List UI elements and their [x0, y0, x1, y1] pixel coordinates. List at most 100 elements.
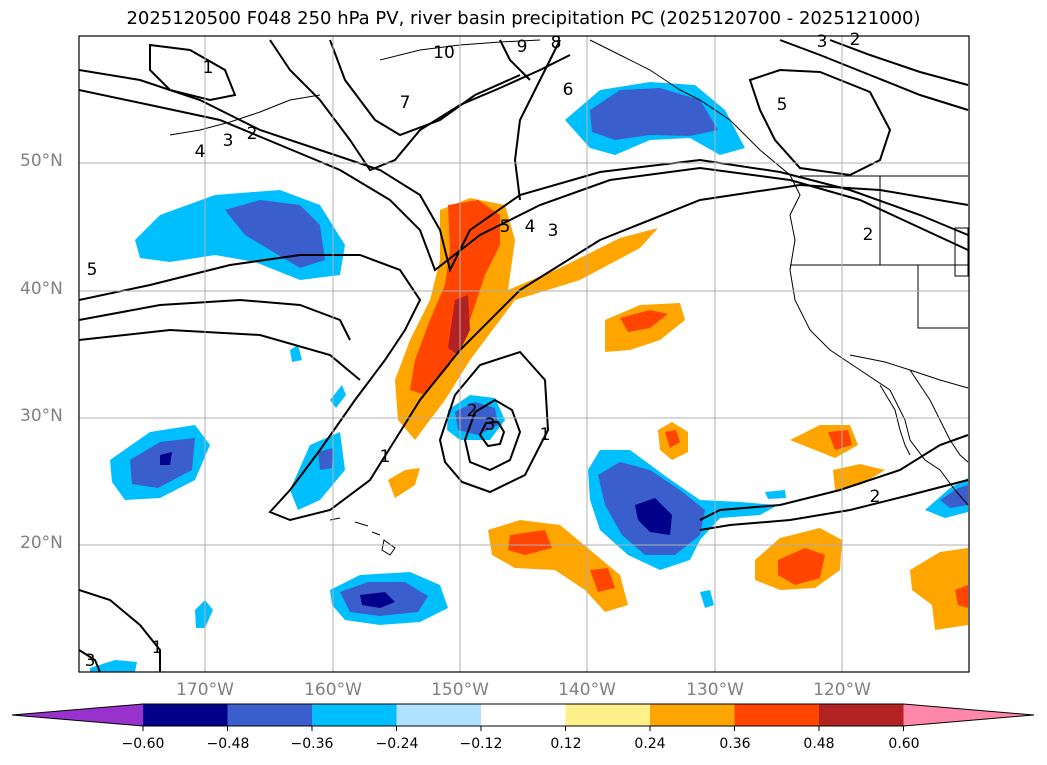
pv-contour: [463, 398, 522, 472]
lon-label-140w: 140°W: [558, 680, 616, 700]
pv-contour-label: 7: [400, 93, 411, 113]
us-state-borders: [790, 176, 969, 329]
map-title: 2025120500 F048 250 hPa PV, river basin …: [126, 8, 921, 29]
lon-label-120w: 120°W: [813, 680, 871, 700]
pv-contour-label: 2: [247, 124, 258, 144]
pv-contour-label: 3: [485, 415, 496, 435]
lon-label-130w: 130°W: [686, 680, 744, 700]
pc-fill-orange-red: [828, 430, 852, 450]
pv-contour-label: 9: [517, 37, 528, 57]
pv-contours: [79, 39, 969, 672]
pv-contour-label: 5: [87, 260, 98, 280]
gulf-of-california-coast: [909, 369, 969, 463]
pv-contour: [79, 328, 361, 381]
pv-contour-label: 5: [500, 217, 511, 237]
pv-contour: [79, 89, 969, 272]
us-mexico-border: [849, 354, 969, 389]
pv-contour: [748, 68, 892, 177]
pv-contour-label: 3: [223, 131, 234, 151]
pc-fill-royal-blue: [225, 200, 325, 268]
pv-contour-label: 4: [195, 142, 206, 162]
lat-label-50n: 50°N: [20, 151, 63, 171]
pv-contour-label: 2: [870, 487, 881, 507]
pv-contour-label: 10: [433, 43, 455, 63]
lon-label-150w: 150°W: [431, 680, 489, 700]
pc-fill-orange: [388, 468, 420, 498]
pc-fill-orange-red: [410, 200, 500, 395]
pv-contour-label: 1: [380, 447, 391, 467]
pv-contour: [438, 350, 550, 494]
pc-fill-deep-sky-blue: [290, 345, 302, 362]
pv-contour: [79, 298, 351, 341]
pv-contour: [699, 434, 969, 521]
pv-contour-label: 6: [563, 80, 574, 100]
colorbar-tick-label: 0.12: [550, 736, 582, 752]
pv-contour: [499, 39, 531, 81]
colorbar-swatch: [227, 704, 313, 726]
pc-fill-deep-sky-blue: [195, 600, 213, 628]
pv-contour-labels: 1 1 1 1 2 2 2 2 2 3 3 3 3 3 4 4 5 5 5 6 …: [85, 30, 881, 671]
colorbar-tick-label: 0.48: [803, 736, 835, 752]
pc-fill-deep-sky-blue: [90, 660, 137, 672]
colorbar-tick-label: −0.12: [459, 736, 503, 752]
pc-fill-orange: [910, 548, 968, 630]
pv-contour: [478, 420, 506, 448]
pv-contour-label: 3: [85, 651, 96, 671]
lon-label-160w: 160°W: [304, 680, 362, 700]
colorbar-tick-label: 0.24: [634, 736, 666, 752]
gridlines: [79, 36, 969, 672]
baja-california: [879, 384, 911, 456]
pc-fill-orange-red: [778, 548, 825, 585]
colorbar-swatch: [734, 704, 820, 726]
colorbar-swatch: [650, 704, 735, 726]
pc-fill-orange-red: [955, 585, 968, 608]
pc-fill-orange-red: [620, 310, 668, 332]
pc-fill-deep-sky-blue: [765, 490, 786, 499]
pc-fill-orange: [833, 464, 885, 490]
pv-contour-label: 1: [152, 638, 163, 658]
colorbar-tick-label: −0.48: [206, 736, 250, 752]
pc-fill-orange-red: [590, 568, 615, 592]
pc-fill-dark-red: [448, 295, 470, 355]
pc-fill-orange-red: [665, 430, 680, 448]
pc-fill-navy: [360, 592, 395, 608]
negative-pc-fills: [90, 82, 968, 672]
colorbar: [11, 703, 1035, 731]
pv-contour: [699, 479, 969, 531]
positive-pc-fills: [388, 198, 968, 630]
north-america-west-coast: [589, 39, 969, 506]
pv-contour-label: 1: [203, 58, 214, 78]
pv-contour-label: 4: [525, 217, 536, 237]
map-plot-area: [79, 36, 969, 672]
colorbar-swatch: [396, 704, 482, 726]
pv-contour: [329, 39, 521, 137]
pv-contour-label: 1: [540, 425, 551, 445]
colorbar-swatch: [143, 704, 228, 726]
colorbar-tick-label: −0.60: [121, 736, 165, 752]
pv-contour: [79, 649, 101, 672]
pc-fill-royal-blue: [590, 88, 718, 140]
pv-contour: [779, 39, 969, 111]
pv-contour: [79, 183, 969, 522]
colorbar-tick-label: −0.36: [290, 736, 334, 752]
pv-contour: [513, 39, 561, 201]
colorbar-tick-label: 0.60: [888, 736, 920, 752]
hawaii-islands: [329, 517, 396, 556]
lon-label-170w: 170°W: [176, 680, 234, 700]
pc-fill-deep-sky-blue: [700, 590, 714, 608]
pc-fill-royal-blue: [318, 448, 333, 470]
colorbar-swatch: [565, 704, 651, 726]
colorbar-extend-high: [903, 704, 1034, 726]
aleutian-islands: [169, 94, 321, 136]
pv-contour-label: 2: [863, 225, 874, 245]
pv-contour-label: 3: [817, 32, 828, 52]
pv-contour-label: 5: [777, 95, 788, 115]
pv-contour: [79, 589, 161, 672]
colorbar-swatch: [481, 704, 566, 726]
pc-fill-deep-sky-blue: [330, 385, 346, 408]
pc-fill-deep-sky-blue: [290, 432, 345, 510]
lat-label-40n: 40°N: [20, 279, 63, 299]
pv-contour: [149, 43, 237, 102]
pv-contour-label: 3: [548, 221, 559, 241]
colorbar-extend-low: [12, 704, 143, 726]
